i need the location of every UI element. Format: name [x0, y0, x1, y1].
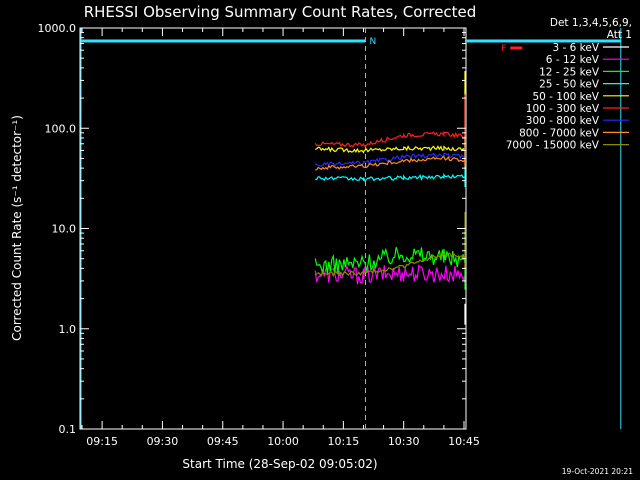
y-tick-label-5: 0.1: [59, 423, 77, 436]
series-line-5: [314, 71, 466, 164]
legend-label-7: 300 - 800 keV: [526, 115, 600, 127]
timestamp: 19-Oct-2021 20:21: [562, 467, 633, 476]
legend-label-9: 7000 - 15000 keV: [506, 140, 600, 152]
legend-label-6: 100 - 300 keV: [526, 103, 600, 115]
x-tick-label-4: 10:00: [267, 435, 299, 448]
legend-label-5: 50 - 100 keV: [532, 91, 599, 103]
axes: 1000.0 100.0 10.0 1.0 0.1 09:15 09:30 09:45 10:0…: [38, 22, 480, 448]
x-tick-label-3: 09:45: [207, 435, 239, 448]
legend-label-8: 800 - 7000 keV: [519, 127, 600, 139]
x-tick-label-6: 10:30: [388, 435, 420, 448]
y-tick-label-2: 100.0: [45, 122, 77, 135]
legend-header-line-2: Att 1: [607, 29, 632, 41]
series-line-4: [315, 89, 466, 187]
night-label: N: [369, 37, 376, 47]
legend-header-line-1: Det 1,3,4,5,6,9,: [550, 17, 632, 29]
x-tick-label-7: 10:45: [448, 435, 480, 448]
y-tick-label-3: 10.0: [52, 223, 77, 236]
series-line-6: [314, 94, 466, 161]
x-tick-label-5: 10:15: [328, 435, 360, 448]
data-series: [314, 71, 466, 325]
legend-label-3: 12 - 25 keV: [539, 66, 600, 78]
chart-title: RHESSI Observing Summary Count Rates, Co…: [84, 3, 477, 21]
flare-label: F: [501, 44, 506, 54]
legend-label-4: 25 - 50 keV: [539, 79, 600, 91]
x-tick-label-2: 09:30: [147, 435, 179, 448]
series-line-9: [314, 211, 466, 278]
plot-frame: [79, 27, 467, 430]
legend-label-2: 6 - 12 keV: [546, 54, 600, 66]
legend-label-1: 3 - 6 keV: [552, 42, 599, 54]
y-tick-label-4: 1.0: [59, 323, 77, 336]
x-axis-label: Start Time (28-Sep-02 09:05:02): [182, 457, 377, 471]
y-axis-label: Corrected Count Rate (s⁻¹ detector⁻¹): [10, 115, 24, 341]
x-tick-label-1: 09:15: [86, 435, 118, 448]
plot-area: [79, 27, 467, 430]
y-tick-label-1: 1000.0: [38, 22, 77, 35]
series-line-8: [315, 135, 466, 171]
